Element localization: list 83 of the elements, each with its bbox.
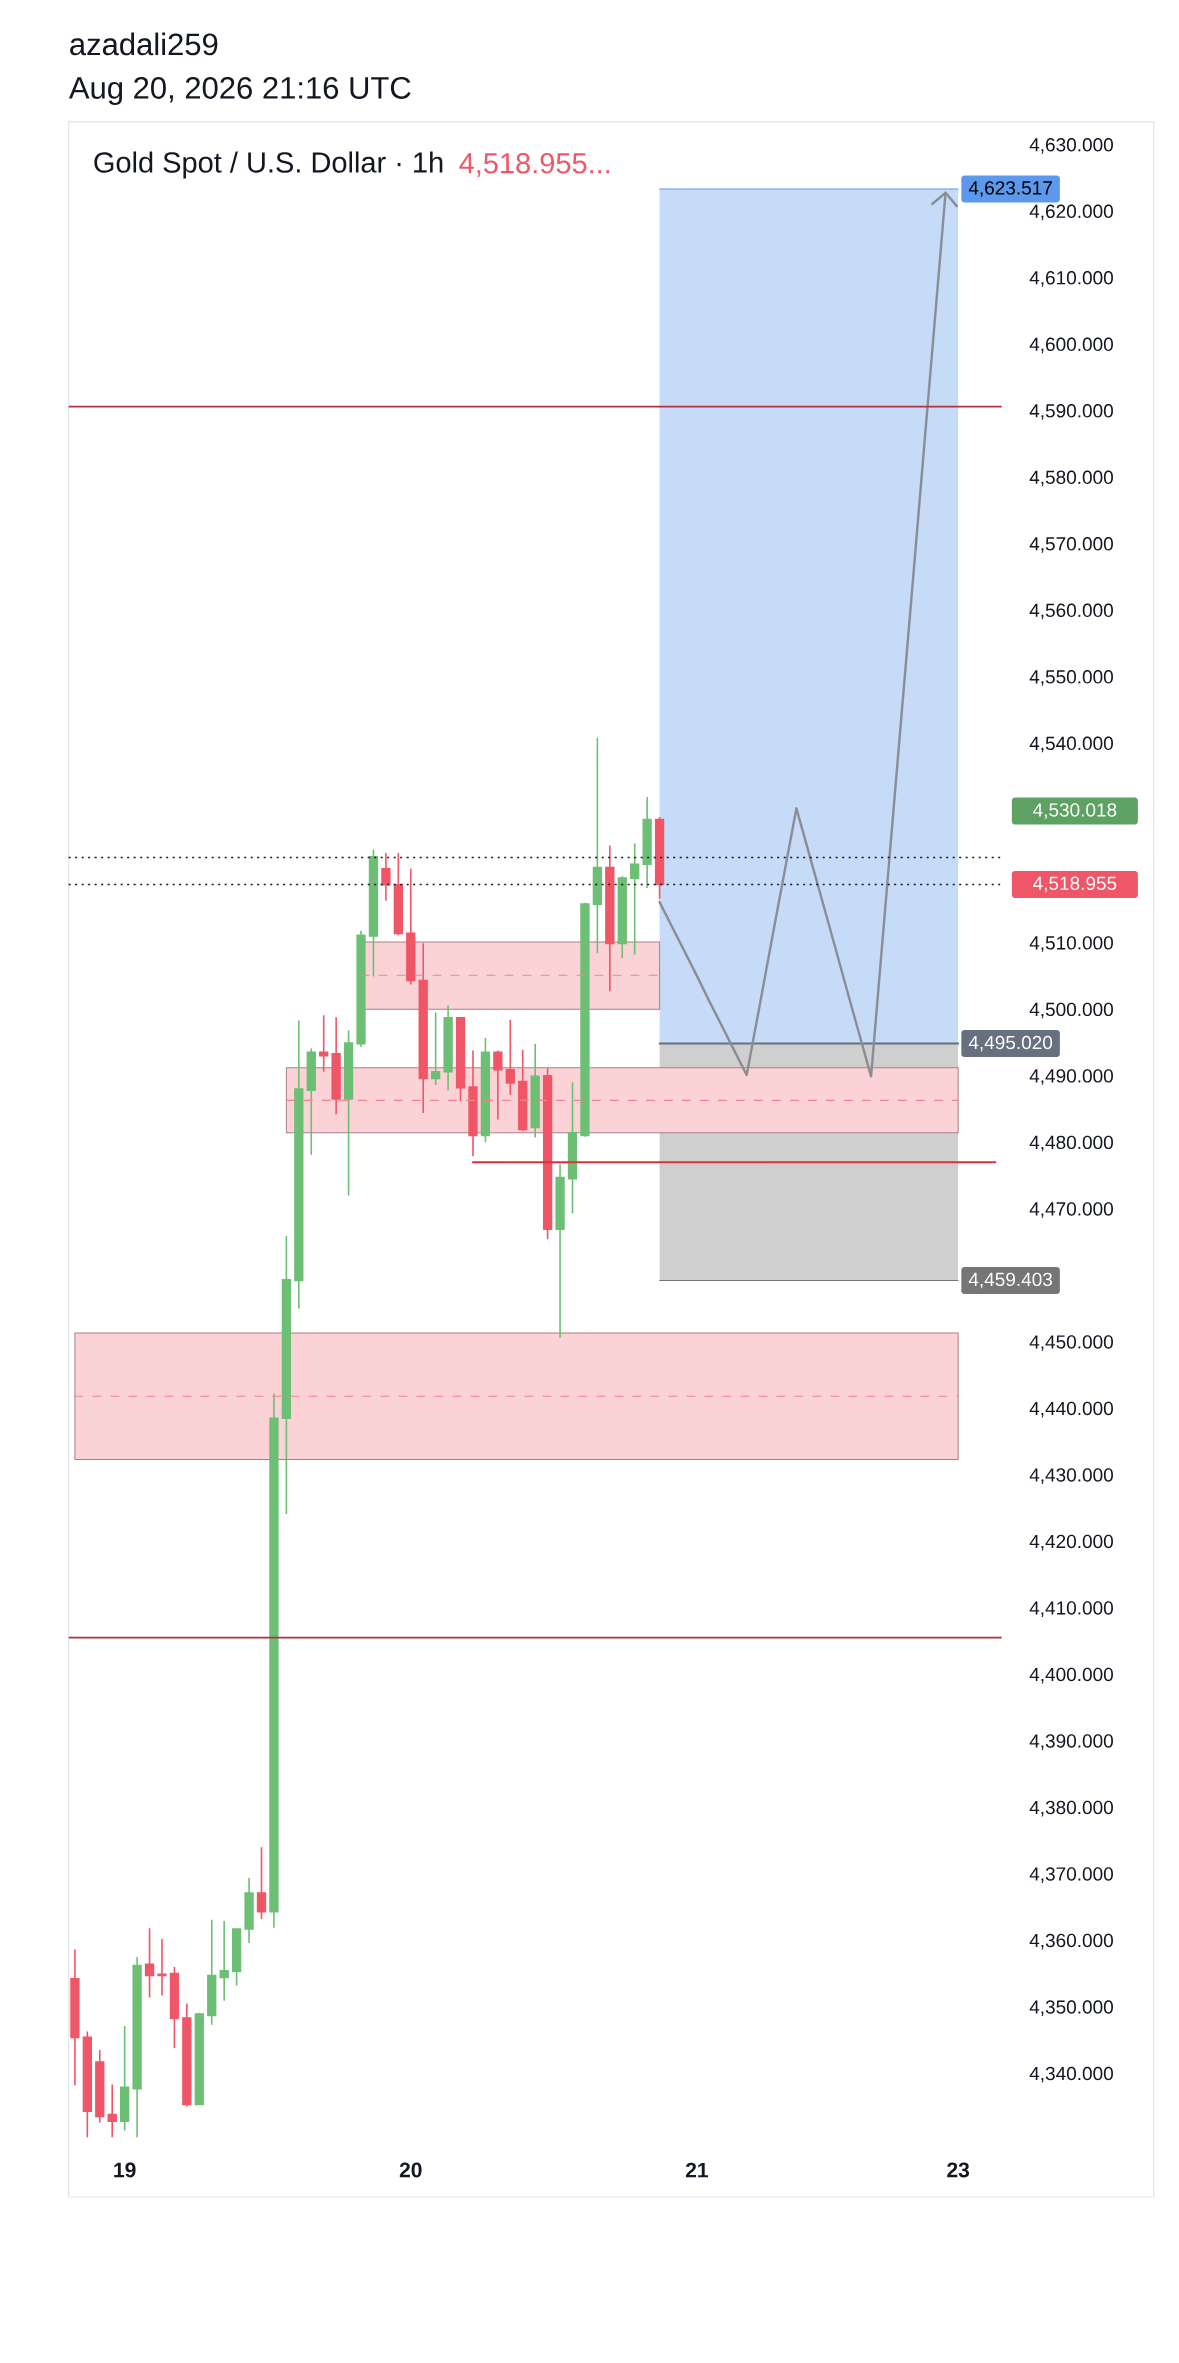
- data-label: 4,495.020: [968, 1035, 1053, 1052]
- candlestick: [356, 929, 366, 1048]
- candlestick: [468, 1049, 478, 1157]
- candlestick: [219, 1920, 229, 2002]
- y-tick-label: 4,620.000: [1029, 204, 1114, 221]
- y-tick-label: 4,480.000: [1029, 1135, 1114, 1152]
- candlestick: [95, 2049, 105, 2124]
- y-tick-label: 4,590.000: [1029, 404, 1114, 420]
- candlestick: [368, 848, 379, 978]
- candlestick: [555, 1163, 565, 1339]
- candlestick: [530, 1042, 540, 1139]
- candlestick: [331, 1016, 341, 1116]
- candlestick: [393, 852, 404, 937]
- y-tick-label: 4,420.000: [1029, 1534, 1114, 1551]
- candlestick: [107, 2083, 118, 2138]
- y-tick-label: 4,550.000: [1029, 670, 1114, 686]
- candlestick: [244, 1876, 254, 1944]
- candlestick: [568, 1081, 578, 1215]
- candlestick: [281, 1235, 292, 1515]
- y-tick-label: 4,370.000: [1029, 1867, 1114, 1883]
- candlestick: [306, 1047, 317, 1156]
- candlestick: [344, 1029, 354, 1197]
- y-tick-label: 4,610.000: [1029, 271, 1114, 287]
- text: azadali259: [70, 32, 218, 56]
- annotation: 4,518.955...: [459, 152, 610, 177]
- y-tick-label: 4,560.000: [1029, 603, 1114, 620]
- y-tick-label: 4,440.000: [1029, 1401, 1114, 1418]
- y-tick-label: 4,380.000: [1029, 1800, 1114, 1817]
- y-tick-label: 4,430.000: [1029, 1468, 1114, 1484]
- candlestick: [381, 852, 391, 902]
- candlestick: [70, 1948, 80, 2087]
- y-tick-label: 4,400.000: [1029, 1667, 1114, 1684]
- candlestick: [294, 1019, 304, 1310]
- candlestick: [145, 1927, 155, 1999]
- y-tick-label: 4,410.000: [1029, 1601, 1114, 1617]
- y-tick-label: 4,570.000: [1029, 537, 1114, 553]
- y-tick-label: 4,360.000: [1029, 1933, 1114, 1950]
- candlestick: [256, 1846, 267, 1920]
- candlestick: [182, 2002, 192, 2108]
- candlestick: [443, 1004, 453, 1092]
- y-tick-label: 4,630.000: [1029, 138, 1114, 154]
- data-label: 4,623.517: [968, 181, 1053, 197]
- y-tick-label: 4,390.000: [1029, 1734, 1114, 1750]
- candlestick: [418, 942, 429, 1114]
- candlestick: [157, 1938, 167, 1997]
- x-tick-label: 21: [686, 2162, 709, 2178]
- y-tick-label: 4,500.000: [1029, 1002, 1114, 1019]
- candlestick: [207, 1918, 217, 2026]
- x-tick-label: 23: [947, 2162, 970, 2178]
- x-tick-label: 20: [399, 2162, 422, 2178]
- candlestick: [232, 1927, 242, 1987]
- candlestick: [132, 1956, 142, 2138]
- y-tick-label: 4,580.000: [1029, 470, 1114, 487]
- candlestick: [605, 844, 615, 993]
- text: Gold Spot / U.S. Dollar · 1h: [94, 151, 443, 179]
- candlestick: [580, 901, 590, 1138]
- y-tick-label: 4,490.000: [1029, 1069, 1114, 1085]
- ref-line-label: 4,518.955: [1033, 876, 1117, 893]
- y-tick-label: 4,350.000: [1029, 2000, 1114, 2016]
- text: 4,530.018: [1033, 803, 1117, 819]
- candlestick: [406, 868, 416, 986]
- candlestick: [431, 1011, 441, 1086]
- x-tick-label: 19: [114, 2162, 136, 2178]
- y-tick-label: 4,340.000: [1029, 2066, 1114, 2083]
- candlestick: [319, 1014, 329, 1073]
- chart-subtitle: Aug 20, 2026 21:16 UTC: [69, 76, 411, 106]
- candlestick: [630, 842, 640, 956]
- candlestick: [269, 1392, 279, 1929]
- candlestick: [592, 737, 603, 955]
- candlestick: [120, 2025, 130, 2132]
- candlestick: [642, 796, 652, 889]
- candlestick: [169, 1966, 180, 2049]
- data-label: 4,459.403: [968, 1272, 1053, 1289]
- y-tick-label: 4,470.000: [1029, 1202, 1114, 1218]
- candlestick: [518, 1048, 528, 1132]
- candlestick: [617, 875, 628, 959]
- y-tick-label: 4,600.000: [1029, 337, 1114, 354]
- candlestick: [505, 1019, 516, 1096]
- candlestick: [82, 2030, 93, 2138]
- y-tick-label: 4,540.000: [1029, 736, 1114, 753]
- y-tick-label: 4,450.000: [1029, 1335, 1114, 1351]
- y-tick-label: 4,510.000: [1029, 936, 1114, 952]
- candlestick: [493, 1049, 503, 1121]
